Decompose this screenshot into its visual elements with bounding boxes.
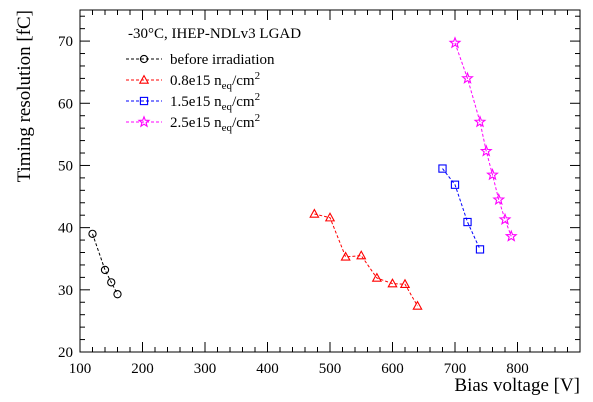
data-point [88, 229, 97, 239]
chart-marks [88, 36, 518, 310]
series-3 [448, 36, 518, 242]
y-tick-label: 60 [58, 96, 73, 112]
legend-label: 0.8e15 neq/cm2 [170, 70, 260, 92]
series-line [454, 42, 512, 237]
y-axis-title: Timing resolution [fC] [14, 10, 35, 182]
data-point [486, 168, 499, 181]
series-2 [438, 164, 485, 254]
legend-label: before irradiation [170, 52, 275, 68]
y-tick-label: 40 [58, 221, 73, 237]
series-line [442, 168, 481, 250]
data-point [387, 278, 398, 288]
chart-axes: 100 200 300 400 500 600 700 800 20 30 40 50 60 70 Bias… [14, 9, 581, 396]
data-point [100, 265, 110, 275]
x-tick-label: 800 [506, 361, 529, 377]
x-tick-label: 700 [444, 361, 467, 377]
x-tick-label: 600 [381, 361, 404, 377]
data-point [498, 212, 512, 226]
legend-marker [139, 54, 149, 64]
x-tick-label: 400 [256, 361, 279, 377]
chart-legend: -30°C, IHEP-NDLv3 LGAD before irradiatio… [126, 26, 301, 134]
data-point [492, 192, 506, 206]
data-point [504, 229, 518, 242]
x-tick-label: 200 [131, 361, 154, 377]
data-point [107, 278, 116, 287]
legend-marker [139, 96, 149, 106]
legend-label: 2.5e15 neq/cm2 [170, 112, 260, 134]
y-tick-label: 70 [58, 34, 73, 50]
data-point [450, 180, 460, 189]
data-point [475, 245, 485, 254]
series-line [314, 213, 418, 307]
plot-frame [79, 9, 581, 353]
x-tick-label: 300 [194, 361, 217, 377]
legend-item-3: 2.5e15 neq/cm2 [126, 112, 260, 134]
legend-label: 1.5e15 neq/cm2 [170, 91, 260, 113]
series-line [92, 233, 118, 295]
series-1 [309, 208, 423, 310]
series-0 [88, 229, 122, 299]
data-point [324, 212, 336, 222]
data-point [438, 164, 447, 173]
legend-item-2: 1.5e15 neq/cm2 [126, 91, 260, 113]
y-tick-label: 30 [58, 283, 73, 299]
legend-marker [137, 115, 151, 128]
data-point [309, 208, 320, 218]
data-point [461, 71, 474, 84]
x-tick-label: 100 [69, 361, 92, 377]
data-point [113, 290, 122, 299]
data-point [399, 278, 411, 288]
data-point [356, 250, 367, 260]
data-point [371, 272, 383, 282]
legend-item-1: 0.8e15 neq/cm2 [126, 70, 260, 92]
legend-item-0: before irradiation [126, 52, 275, 68]
y-tick-label: 50 [58, 158, 73, 174]
x-axis-title: Bias voltage [V] [454, 375, 580, 396]
data-point [448, 36, 462, 49]
data-point [473, 115, 487, 128]
data-point [340, 251, 351, 261]
legend-marker [138, 74, 150, 84]
y-tick-label: 20 [58, 345, 73, 361]
data-point [479, 144, 493, 157]
data-point [412, 300, 423, 310]
data-point [463, 217, 472, 227]
x-tick-label: 500 [319, 361, 342, 377]
legend-header: -30°C, IHEP-NDLv3 LGAD [128, 26, 301, 42]
